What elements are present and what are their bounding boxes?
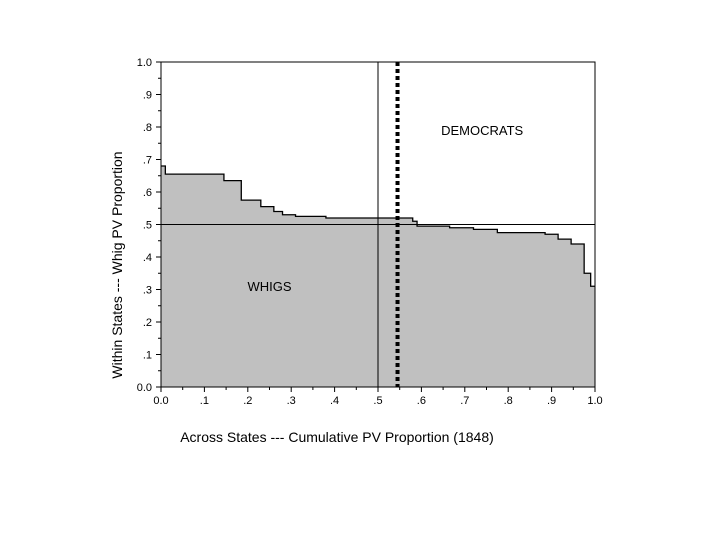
x-tick-label: .8 [504,395,513,407]
region-label-democrats: DEMOCRATS [441,123,523,138]
step-line [161,165,595,287]
y-tick-label: .9 [143,90,152,102]
y-tick-label: .8 [143,122,152,134]
x-tick-label: .1 [200,395,209,407]
y-tick-label: 0.0 [137,382,152,394]
x-tick-label: .3 [287,395,296,407]
x-tick-label: .9 [547,395,556,407]
x-tick-label: 1.0 [587,395,602,407]
y-tick-label: .2 [143,317,152,329]
y-tick-label: .4 [143,252,152,264]
y-axis-title: Within States --- Whig PV Proportion [109,151,125,378]
x-tick-label: .7 [460,395,469,407]
plot-area: 0.0 .1 .2 .3 .4 .5 .6 .7 .8 .9 1.0 0.0 .1 .2 .3 .4 .5 .6.… [137,57,603,407]
x-tick-label: .6 [417,395,426,407]
y-tick-label: .7 [143,155,152,167]
y-tick-label: .6 [143,187,152,199]
y-tick-label: 1.0 [137,57,152,69]
x-tick-label: .2 [243,395,252,407]
x-tick-label: .5 [373,395,382,407]
y-tick-label: .3 [143,285,152,297]
x-tick-label: 0.0 [153,395,168,407]
y-tick-label: .1 [143,350,152,362]
x-axis-title: Across States --- Cumulative PV Proporti… [180,429,494,445]
region-label-whigs: WHIGS [247,279,291,294]
x-tick-label: .4 [330,395,339,407]
y-tick-label: .5 [143,220,152,232]
